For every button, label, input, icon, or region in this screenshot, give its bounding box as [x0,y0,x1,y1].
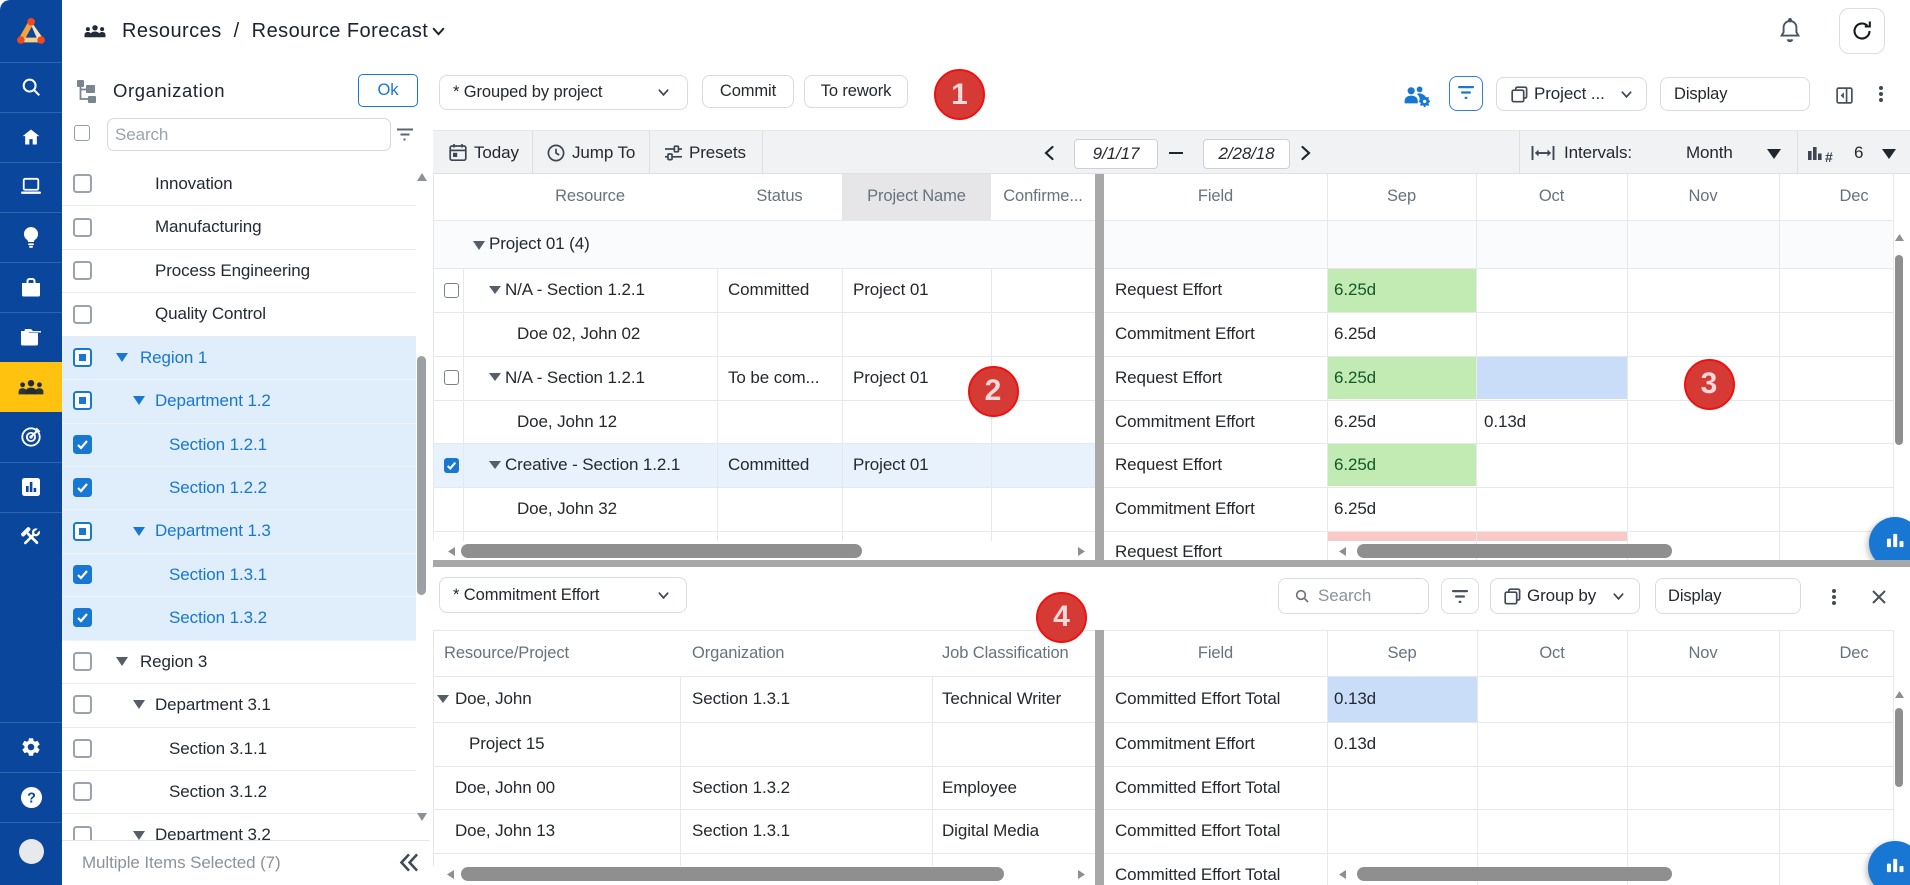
svg-text:?: ? [27,790,36,806]
